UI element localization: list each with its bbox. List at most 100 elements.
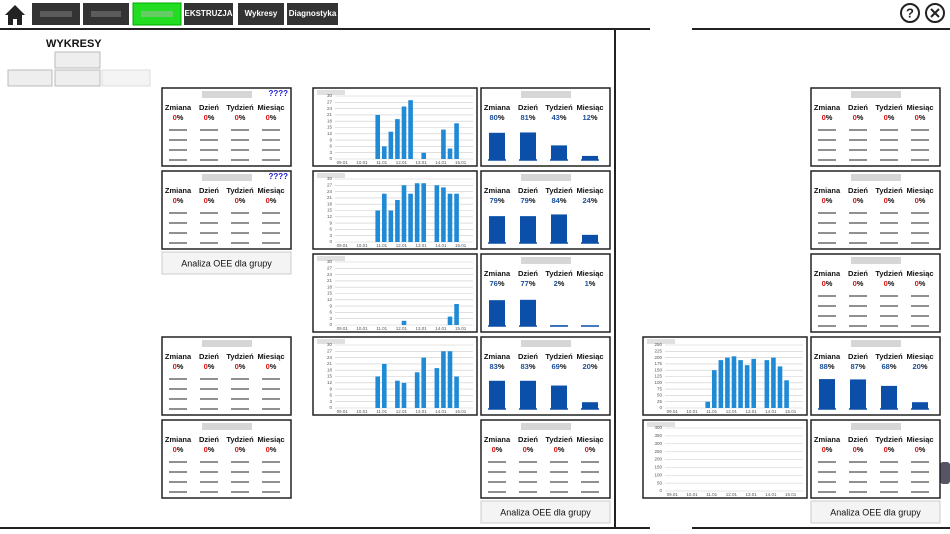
oee-number: 0 xyxy=(853,279,857,288)
oee-number: 0 xyxy=(266,362,270,371)
oee-value: 0% xyxy=(235,196,246,205)
y-tick-label: 15 xyxy=(327,374,333,379)
help-label: ? xyxy=(906,5,914,20)
oee-header: Zmiana xyxy=(484,269,511,278)
nav-button[interactable] xyxy=(184,3,233,25)
x-tick-label: 12.01 xyxy=(726,492,738,497)
oee-header: Tydzień xyxy=(875,435,903,444)
blurred-button[interactable] xyxy=(101,69,151,87)
close-button[interactable] xyxy=(925,3,945,23)
x-tick-label: 09.01 xyxy=(337,326,349,331)
oee-number: 0 xyxy=(492,445,496,454)
chart-panel xyxy=(312,170,478,250)
blurred-chart-title xyxy=(317,256,345,261)
oee-bar xyxy=(551,385,567,409)
blurred-card-title xyxy=(521,174,571,181)
oee-header: Miesiąc xyxy=(257,186,284,195)
bar xyxy=(408,193,413,242)
y-tick-label: 27 xyxy=(327,348,333,353)
home-icon[interactable] xyxy=(5,5,25,25)
group-button-label: Analiza OEE dla grupy xyxy=(181,258,272,268)
oee-unit: % xyxy=(888,196,895,205)
oee-number: 84 xyxy=(551,196,560,205)
y-tick-label: 150 xyxy=(654,465,662,470)
oee-number: 79 xyxy=(489,196,497,205)
y-tick-label: 0 xyxy=(659,488,662,493)
group-button[interactable] xyxy=(810,500,941,524)
nav-button[interactable] xyxy=(238,3,284,25)
oee-value: 0% xyxy=(915,196,926,205)
oee-number: 0 xyxy=(173,196,177,205)
oee-header: Dzień xyxy=(199,103,219,112)
bar xyxy=(408,100,413,159)
blurred-label xyxy=(141,11,173,17)
bar xyxy=(771,357,776,408)
oee-unit: % xyxy=(239,445,246,454)
oee-unit: % xyxy=(919,113,926,122)
oee-header: Tydzień xyxy=(226,186,254,195)
oee-value: 0% xyxy=(173,445,184,454)
y-tick-label: 6 xyxy=(329,393,332,398)
x-tick-label: 12.01 xyxy=(396,160,408,165)
x-tick-label: 09.01 xyxy=(337,243,349,248)
y-tick-label: 9 xyxy=(329,220,332,225)
oee-bar xyxy=(551,145,567,160)
oee-bar xyxy=(582,234,598,243)
oee-unit: % xyxy=(828,362,835,371)
oee-header: Dzień xyxy=(848,269,868,278)
oee-number: 0 xyxy=(173,362,177,371)
x-tick-label: 15.01 xyxy=(455,243,467,248)
bar xyxy=(434,185,440,242)
blurred-card-title xyxy=(202,91,252,98)
oee-card xyxy=(810,87,941,167)
y-tick-label: 350 xyxy=(654,433,662,438)
oee-value: 0% xyxy=(884,279,895,288)
blurred-button[interactable] xyxy=(54,51,101,69)
oee-header: Tydzień xyxy=(545,352,573,361)
oee-number: 83 xyxy=(520,362,528,371)
oee-value: 0% xyxy=(523,445,534,454)
oee-unit: % xyxy=(558,445,565,454)
y-tick-label: 100 xyxy=(654,472,662,477)
x-tick-label: 15.01 xyxy=(785,409,797,414)
oee-header: Tydzień xyxy=(226,103,254,112)
oee-header: Tydzień xyxy=(545,103,573,112)
blurred-button[interactable] xyxy=(7,69,53,87)
oee-value: 24% xyxy=(582,196,597,205)
nav-button[interactable] xyxy=(287,3,338,25)
oee-value: 0% xyxy=(204,196,215,205)
oee-number: 0 xyxy=(822,279,826,288)
card-flag: ???? xyxy=(268,172,288,181)
oee-header: Miesiąc xyxy=(906,352,933,361)
blurred-button[interactable] xyxy=(54,69,101,87)
y-tick-label: 3 xyxy=(329,233,332,238)
oee-value: 0% xyxy=(884,196,895,205)
bar xyxy=(447,148,453,159)
oee-unit: % xyxy=(560,113,567,122)
y-tick-label: 125 xyxy=(654,374,662,379)
y-tick-label: 27 xyxy=(327,99,333,104)
bar xyxy=(375,376,381,408)
y-tick-label: 250 xyxy=(654,342,662,347)
x-tick-label: 13.01 xyxy=(746,492,758,497)
blurred-label xyxy=(91,11,121,17)
y-tick-label: 50 xyxy=(657,480,663,485)
bar xyxy=(764,360,770,408)
nav-label: Diagnostyka xyxy=(289,9,337,18)
side-handle[interactable] xyxy=(940,462,950,484)
oee-unit: % xyxy=(589,279,596,288)
blurred-chart-title xyxy=(317,339,345,344)
group-button[interactable] xyxy=(480,500,611,524)
y-tick-label: 6 xyxy=(329,227,332,232)
oee-unit: % xyxy=(857,445,864,454)
oee-value: 0% xyxy=(235,445,246,454)
oee-bar xyxy=(489,132,505,160)
oee-value: 1% xyxy=(585,279,596,288)
oee-header: Miesiąc xyxy=(576,435,603,444)
help-button[interactable] xyxy=(900,3,920,23)
y-tick-label: 18 xyxy=(327,284,333,289)
group-button[interactable] xyxy=(161,251,292,275)
oee-value: 0% xyxy=(173,362,184,371)
oee-card xyxy=(161,336,292,416)
oee-value: 0% xyxy=(853,113,864,122)
